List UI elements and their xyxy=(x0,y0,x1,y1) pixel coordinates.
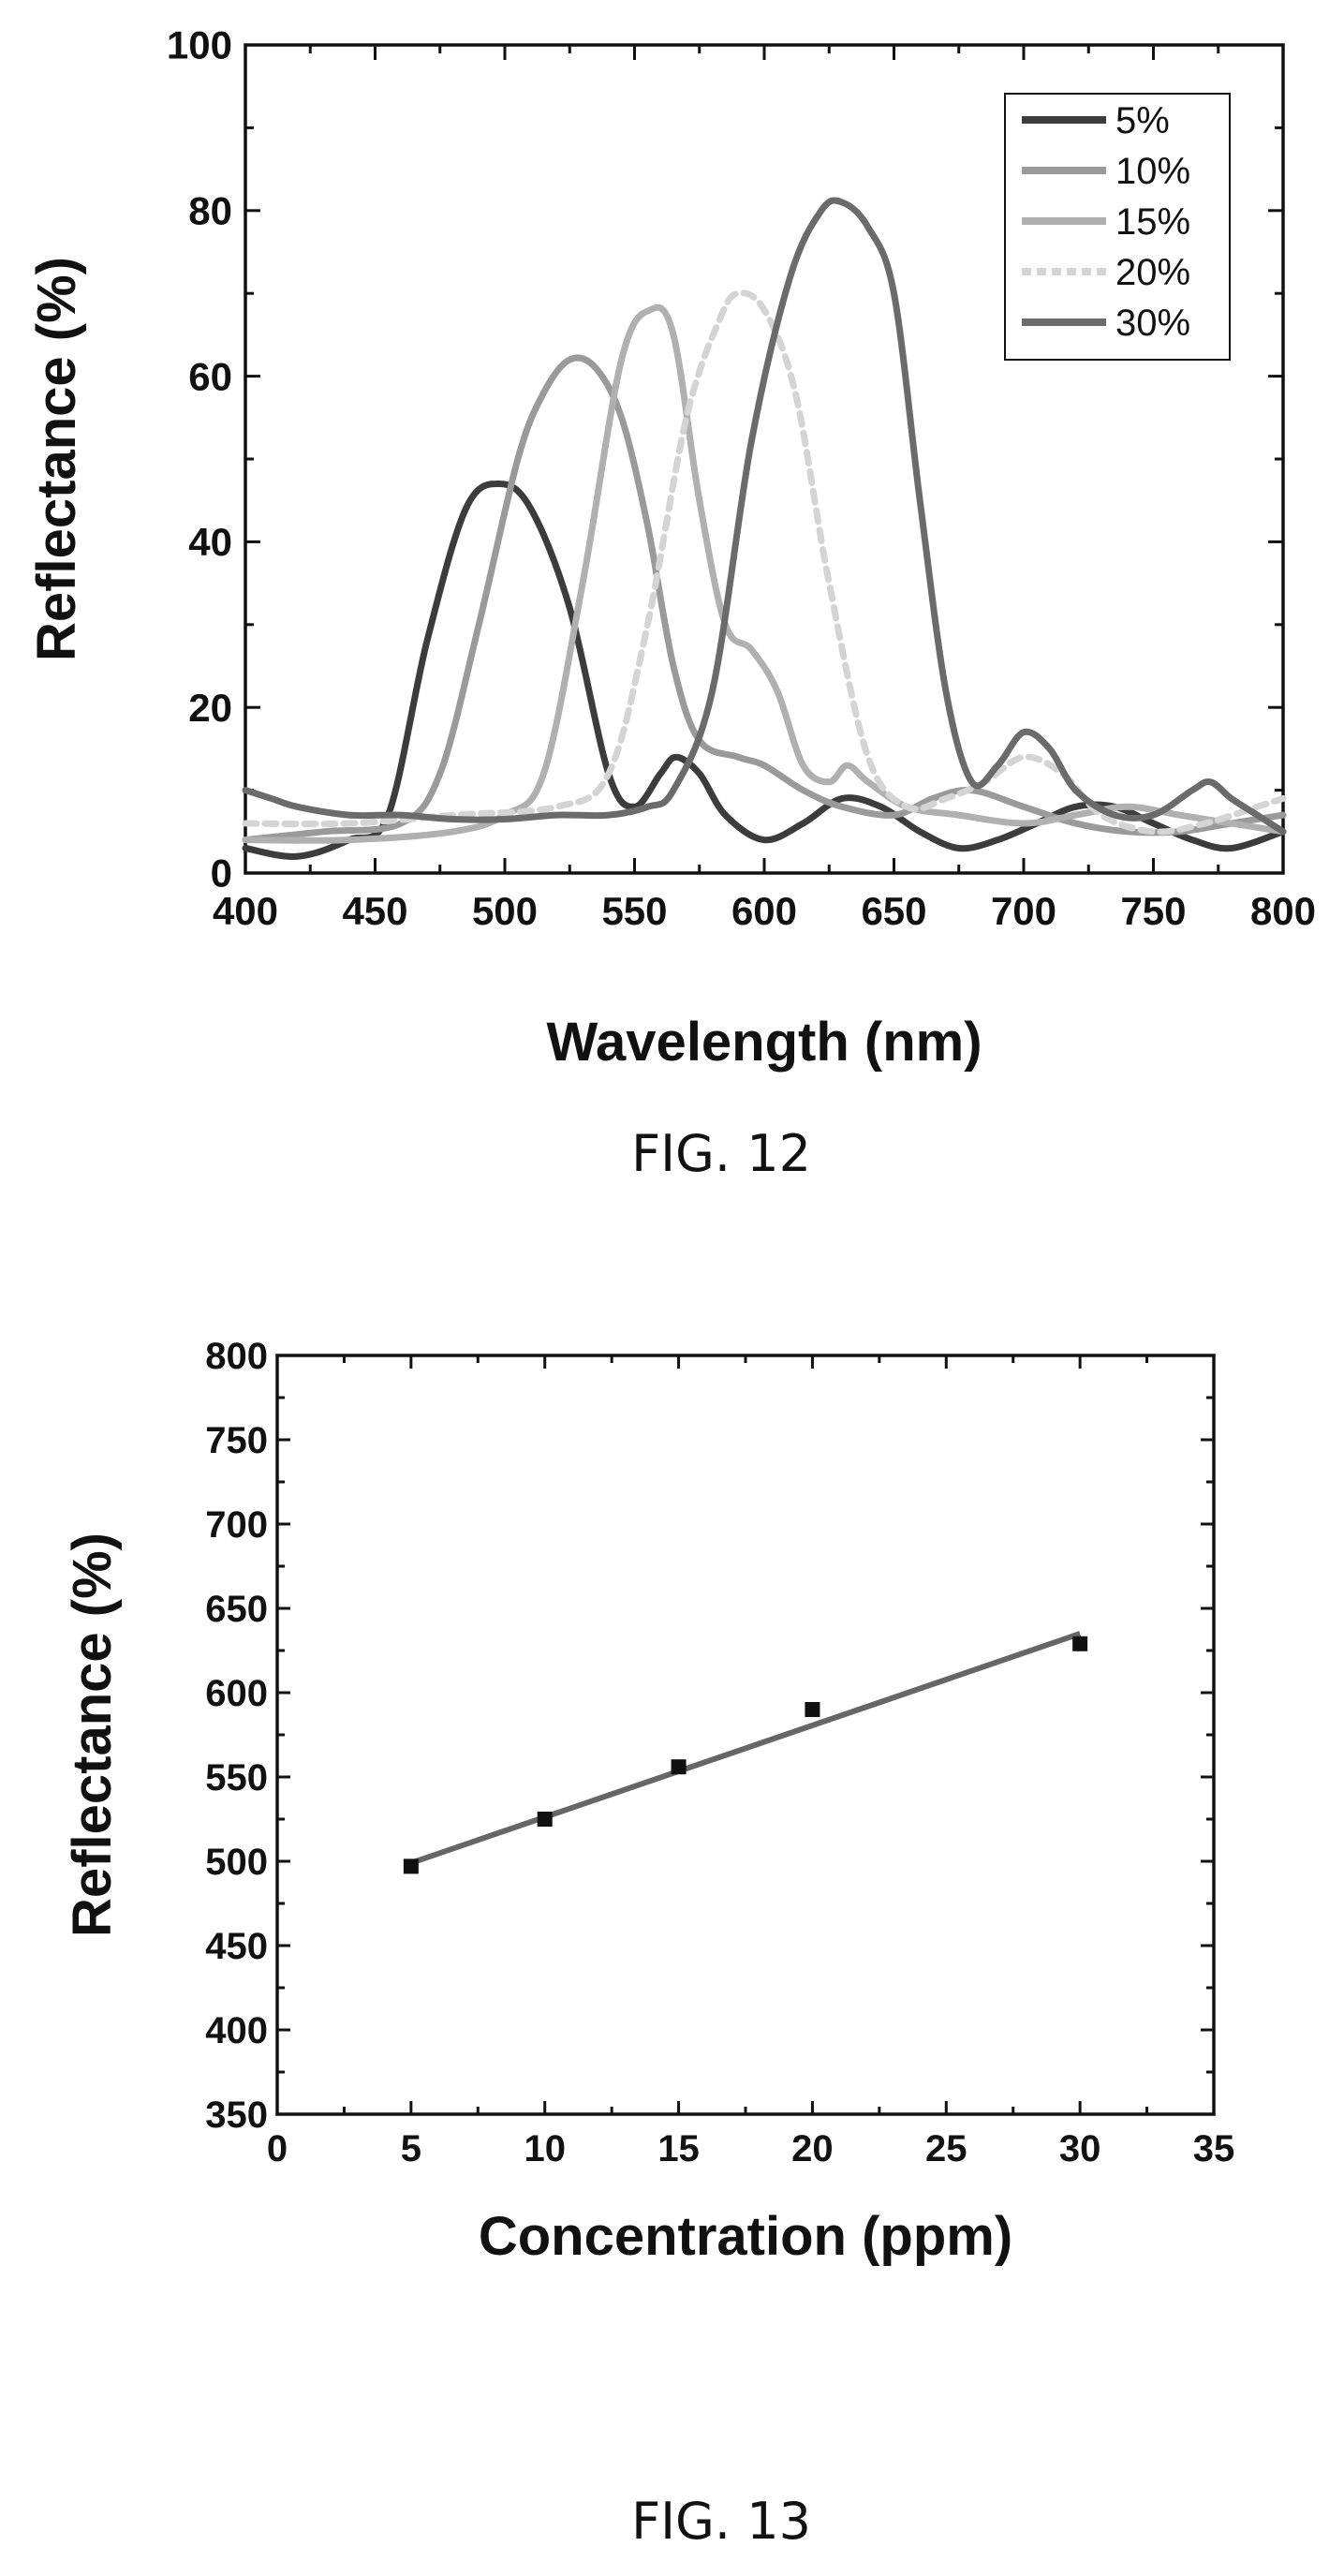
fig12-y-tick-label: 20 xyxy=(188,686,232,730)
fig12-y-tick-label: 60 xyxy=(188,354,232,398)
fig13-y-tick-label: 450 xyxy=(205,1926,268,1967)
fig12-legend-label-1: 5% xyxy=(1115,100,1170,141)
fig12-series-line-2 xyxy=(242,354,1287,844)
fig13-y-tick-label: 400 xyxy=(205,2010,268,2051)
fig13-x-tick-label: 30 xyxy=(1059,2128,1101,2169)
fig12-y-tick-label: 0 xyxy=(211,851,232,896)
fig12-series-group xyxy=(242,197,1287,860)
fig13-y-tick-label: 800 xyxy=(205,1336,268,1377)
fig12-caption: FIG. 12 xyxy=(631,1124,811,1183)
fig12-y-tick-label: 100 xyxy=(167,23,232,67)
fig12-x-tick-label: 650 xyxy=(861,889,926,933)
fig12-x-tick-label: 550 xyxy=(601,889,667,933)
fig12-x-tick-label: 800 xyxy=(1250,889,1316,933)
fig12-x-tick-label: 750 xyxy=(1120,889,1186,933)
fig13-x-tick-label: 35 xyxy=(1193,2128,1235,2169)
fig13-plot-frame xyxy=(275,1354,1216,2116)
fig12-legend-label-5: 30% xyxy=(1115,303,1190,344)
fig12-y-axis-title: Reflectance (%) xyxy=(26,257,87,661)
fig12-y-tick-label: 80 xyxy=(188,189,232,233)
fig12-legend: 5% 10% 15% 20% 30% xyxy=(1004,93,1231,361)
fig12-x-tick-label: 450 xyxy=(342,889,407,933)
fig13-y-tick-label: 650 xyxy=(205,1589,268,1630)
fig12-legend-box xyxy=(1004,93,1231,361)
fig13-fit-line xyxy=(409,1631,1082,1866)
fig12-series-line-1 xyxy=(242,480,1287,860)
fig12-legend-label-2: 10% xyxy=(1115,151,1190,192)
fig13-x-tick-label: 0 xyxy=(267,2128,288,2169)
fig13-x-tick-label: 25 xyxy=(925,2128,967,2169)
fig12-x-tick-label: 500 xyxy=(472,889,538,933)
fig12-x-axis-title: Wavelength (nm) xyxy=(546,1012,982,1073)
fig13-x-axis-title: Concentration (ppm) xyxy=(479,2206,1012,2267)
fig13-y-tick-label: 600 xyxy=(205,1673,268,1714)
fig12-y-tick-label: 40 xyxy=(188,520,232,564)
fig12-series-line-3 xyxy=(242,303,1287,844)
fig13-x-tick-label: 5 xyxy=(401,2128,421,2169)
fig13-data-point-1 xyxy=(403,1858,419,1874)
fig13-data-point-5 xyxy=(1072,1636,1088,1651)
fig13-y-tick-label: 350 xyxy=(205,2095,268,2136)
fig13-data-point-4 xyxy=(805,1702,820,1717)
fig12-legend-label-3: 15% xyxy=(1115,201,1190,243)
fig13-y-axis-title: Reflectance (%) xyxy=(62,1532,123,1937)
chart-fig13: 0 5 10 15 20 25 30 35 350 400 450 500 550 600 650 700 75… xyxy=(62,1336,1234,2551)
fig13-points-group xyxy=(403,1636,1088,1874)
fig12-series-line-5 xyxy=(242,197,1287,836)
chart-fig12: 400 450 500 550 600 650 700 750 800 0 20 40 60 80 100 W… xyxy=(26,23,1316,1183)
fig13-y-tick-label: 550 xyxy=(205,1757,268,1799)
fig13-x-tick-label: 20 xyxy=(791,2128,834,2169)
fig12-x-tick-label: 700 xyxy=(991,889,1056,933)
fig13-caption: FIG. 13 xyxy=(631,2492,811,2551)
fig13-y-tick-label: 700 xyxy=(205,1504,268,1546)
fig13-x-tick-label: 15 xyxy=(657,2128,700,2169)
fig12-legend-label-4: 20% xyxy=(1115,252,1190,293)
fig13-data-point-3 xyxy=(671,1759,687,1775)
fig12-x-tick-label: 600 xyxy=(731,889,797,933)
fig13-y-tick-label: 750 xyxy=(205,1420,268,1461)
fig13-data-point-2 xyxy=(537,1812,553,1827)
fig13-x-tick-label: 10 xyxy=(524,2128,566,2169)
fig13-y-tick-label: 500 xyxy=(205,1842,268,1883)
fig12-x-tick-label: 400 xyxy=(213,889,278,933)
